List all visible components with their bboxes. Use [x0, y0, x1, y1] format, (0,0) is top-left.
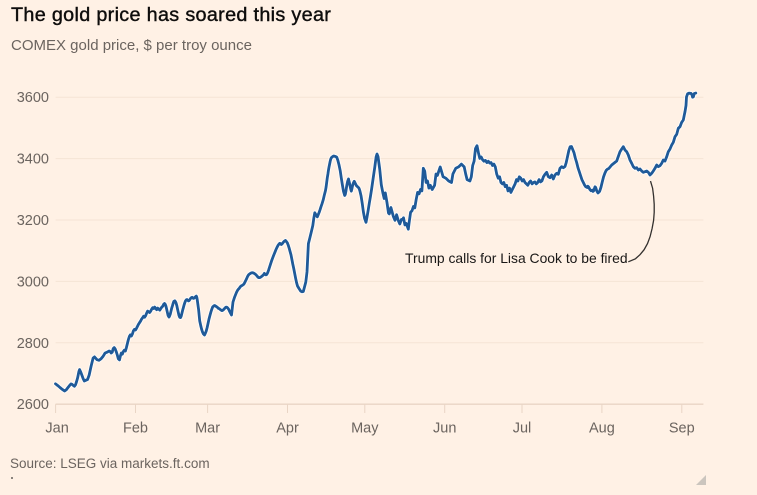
- svg-text:Mar: Mar: [195, 421, 220, 437]
- svg-text:Trump calls for Lisa Cook to b: Trump calls for Lisa Cook to be fired: [405, 250, 628, 266]
- svg-text:3600: 3600: [17, 90, 49, 106]
- svg-text:May: May: [351, 421, 379, 437]
- svg-text:Sep: Sep: [669, 421, 695, 437]
- svg-text:Aug: Aug: [589, 421, 615, 437]
- svg-text:Jun: Jun: [433, 421, 456, 437]
- svg-text:2600: 2600: [17, 397, 49, 413]
- svg-text:Feb: Feb: [123, 421, 148, 437]
- svg-text:3400: 3400: [17, 152, 49, 168]
- svg-text:Jul: Jul: [513, 421, 532, 437]
- svg-text:Apr: Apr: [276, 421, 299, 437]
- svg-text:Jan: Jan: [45, 421, 68, 437]
- svg-text:3000: 3000: [17, 274, 49, 290]
- svg-text:2800: 2800: [17, 336, 49, 352]
- svg-text:3200: 3200: [17, 213, 49, 229]
